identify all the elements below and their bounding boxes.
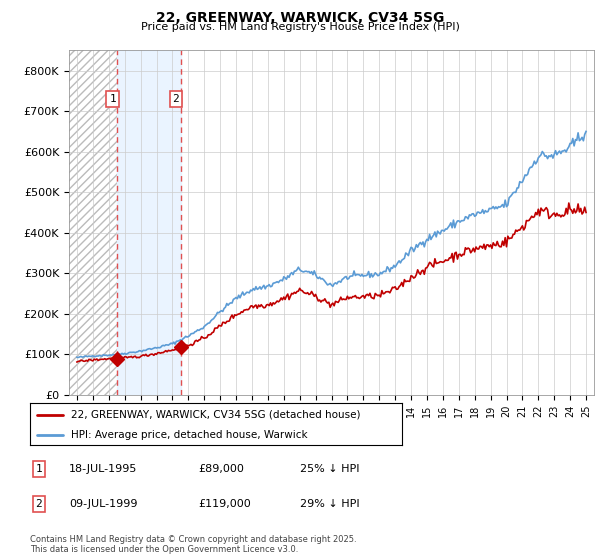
- Text: 29% ↓ HPI: 29% ↓ HPI: [300, 499, 359, 509]
- Text: 2: 2: [35, 499, 43, 509]
- Text: £89,000: £89,000: [198, 464, 244, 474]
- Text: Price paid vs. HM Land Registry's House Price Index (HPI): Price paid vs. HM Land Registry's House …: [140, 22, 460, 32]
- Text: 1: 1: [109, 94, 116, 104]
- Text: 2: 2: [173, 94, 179, 104]
- Bar: [118, 50, 181, 395]
- Text: 25% ↓ HPI: 25% ↓ HPI: [300, 464, 359, 474]
- Text: 22, GREENWAY, WARWICK, CV34 5SG: 22, GREENWAY, WARWICK, CV34 5SG: [156, 11, 444, 25]
- Text: Contains HM Land Registry data © Crown copyright and database right 2025.
This d: Contains HM Land Registry data © Crown c…: [30, 535, 356, 554]
- Bar: [69, 50, 118, 395]
- Text: 09-JUL-1999: 09-JUL-1999: [69, 499, 137, 509]
- Text: £119,000: £119,000: [198, 499, 251, 509]
- Bar: [69, 50, 118, 395]
- Text: 18-JUL-1995: 18-JUL-1995: [69, 464, 137, 474]
- Text: 22, GREENWAY, WARWICK, CV34 5SG (detached house): 22, GREENWAY, WARWICK, CV34 5SG (detache…: [71, 410, 361, 420]
- Text: 1: 1: [35, 464, 43, 474]
- Text: HPI: Average price, detached house, Warwick: HPI: Average price, detached house, Warw…: [71, 430, 308, 440]
